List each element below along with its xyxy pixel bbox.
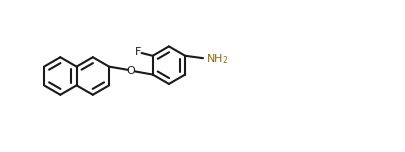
Text: NH$_2$: NH$_2$ (206, 52, 228, 66)
Text: O: O (126, 66, 135, 76)
Text: F: F (134, 47, 141, 57)
